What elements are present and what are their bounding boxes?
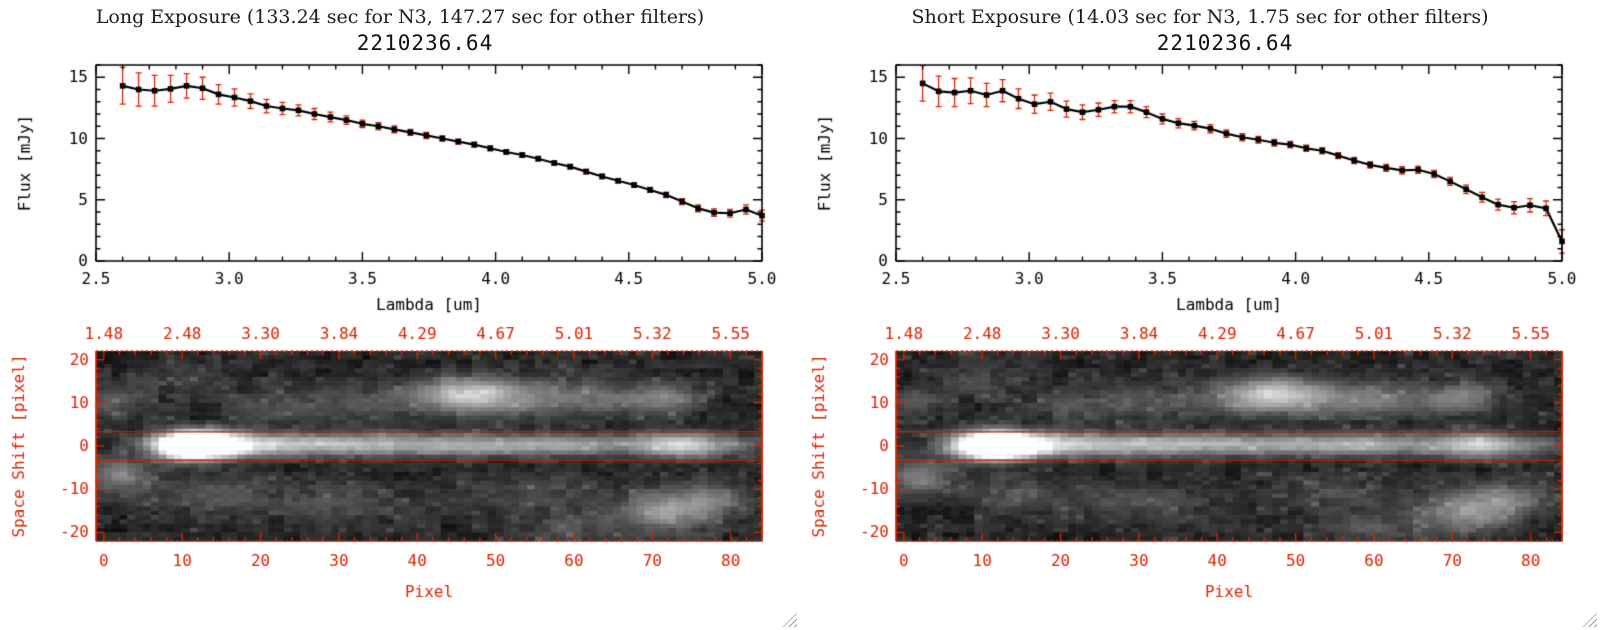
spectrum-plot-short (804, 55, 1594, 317)
spectrum-title-short: 2210236.64 (1156, 31, 1294, 55)
panel-title-long: Long Exposure (133.24 sec for N3, 147.27… (95, 6, 705, 28)
spectral-image-short (804, 317, 1594, 605)
resize-grip-left[interactable] (782, 612, 797, 627)
spectral-image-long (4, 317, 794, 605)
spectrum-plot-long (4, 55, 794, 317)
panel-title-short: Short Exposure (14.03 sec for N3, 1.75 s… (911, 6, 1489, 28)
panel-long-exposure: Long Exposure (133.24 sec for N3, 147.27… (4, 6, 797, 627)
resize-grip-right[interactable] (1582, 612, 1597, 627)
panel-short-exposure: Short Exposure (14.03 sec for N3, 1.75 s… (800, 0, 1600, 630)
spectrum-title-long: 2210236.64 (356, 31, 494, 55)
